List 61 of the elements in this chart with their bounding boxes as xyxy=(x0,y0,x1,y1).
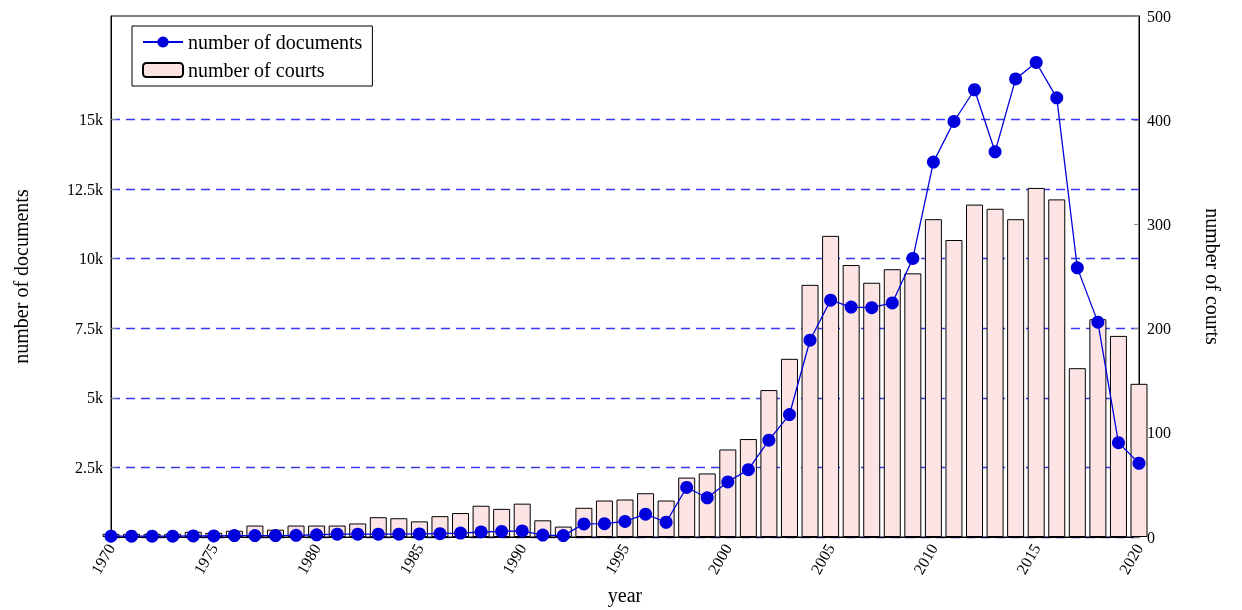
point xyxy=(1091,315,1105,329)
point xyxy=(268,529,282,543)
point xyxy=(803,333,817,347)
point xyxy=(1070,261,1084,275)
point xyxy=(104,529,118,543)
point xyxy=(762,433,776,447)
point xyxy=(248,529,262,543)
point xyxy=(865,301,879,315)
y-tick-label: 12.5k xyxy=(67,180,103,198)
point xyxy=(741,463,755,477)
point xyxy=(782,408,796,422)
point xyxy=(906,251,920,265)
legend-label: number of documents xyxy=(188,31,363,53)
y2-tick-label: 400 xyxy=(1147,111,1171,129)
y2-tick-label: 200 xyxy=(1147,320,1171,338)
legend-label: number of courts xyxy=(188,59,325,81)
point xyxy=(926,155,940,169)
point xyxy=(968,83,982,97)
point xyxy=(721,475,735,489)
point xyxy=(433,527,447,541)
point xyxy=(474,525,488,539)
point xyxy=(515,524,529,538)
y2-tick-label: 500 xyxy=(1147,7,1171,25)
point xyxy=(166,529,180,543)
point xyxy=(125,529,139,543)
point xyxy=(351,527,365,541)
y-tick-label: 7.5k xyxy=(75,319,103,337)
point xyxy=(536,528,550,542)
point xyxy=(700,491,714,505)
point xyxy=(947,114,961,128)
y-tick-label: 5k xyxy=(87,389,103,407)
point xyxy=(412,527,426,541)
point xyxy=(1111,436,1125,450)
point xyxy=(824,293,838,307)
point xyxy=(556,529,570,543)
point xyxy=(227,529,241,543)
point xyxy=(1009,72,1023,86)
point xyxy=(454,526,468,540)
y2-tick-label: 100 xyxy=(1147,424,1171,442)
y-tick-label: 10k xyxy=(79,250,103,268)
point xyxy=(1132,456,1146,470)
point xyxy=(885,296,899,310)
point xyxy=(289,528,303,542)
point xyxy=(310,528,324,542)
point xyxy=(1029,55,1043,69)
point xyxy=(207,529,221,543)
point xyxy=(145,529,159,543)
point xyxy=(844,300,858,314)
x-axis-title: year xyxy=(607,584,643,607)
y2-tick-label: 0 xyxy=(1147,528,1155,546)
point xyxy=(186,529,200,543)
point xyxy=(330,527,344,541)
point xyxy=(988,145,1002,159)
y-axis-title: number of documents xyxy=(10,189,32,364)
point xyxy=(495,524,509,538)
point xyxy=(680,480,694,494)
point xyxy=(1050,91,1064,105)
y2-axis-title: number of courts xyxy=(1202,208,1224,346)
y-tick-label: 15k xyxy=(79,111,103,129)
y-tick-label: 2.5k xyxy=(75,458,103,476)
y2-tick-label: 300 xyxy=(1147,215,1171,233)
